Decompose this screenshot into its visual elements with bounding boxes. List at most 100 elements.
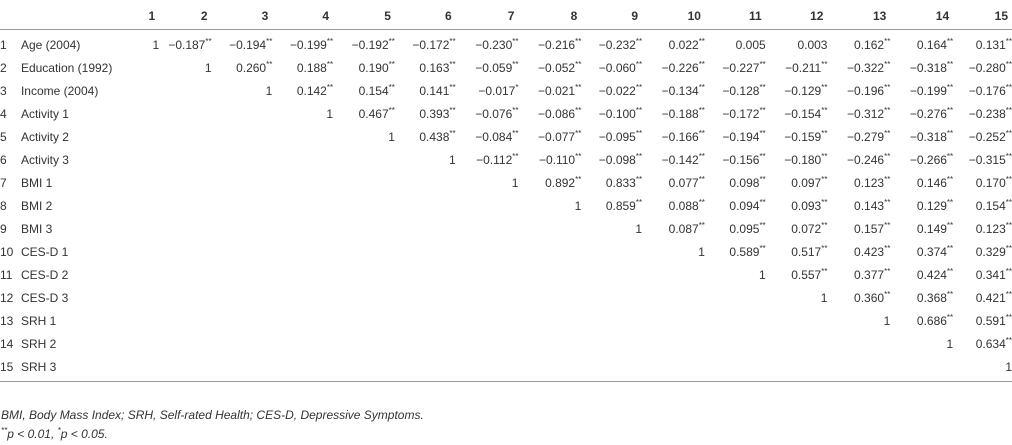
significance-marker: **	[635, 152, 643, 161]
significance-marker: **	[1005, 244, 1012, 253]
column-header: 11	[704, 3, 766, 30]
table-row: 11 CES-D 2 1 0.557** 0.377** 0.424** 0.341**	[0, 264, 1012, 287]
correlation-cell: −0.252**	[968, 129, 1012, 145]
significance-marker: **	[1005, 129, 1012, 138]
correlation-cell: 0.163**	[419, 60, 456, 76]
significance-marker: **	[884, 175, 891, 184]
correlation-cell: 1	[635, 222, 643, 236]
correlation-cell: 1	[698, 245, 705, 259]
correlation-cell: −0.156**	[722, 152, 766, 168]
correlation-cell	[518, 333, 581, 356]
row-label: BMI 2	[20, 199, 53, 213]
correlation-cell	[212, 310, 273, 333]
correlation-cell	[642, 310, 705, 333]
correlation-table: 1 2 3 4 5 6 7 8 9 10 11 12 13 14 15 1 Age (2004) 1 −0.187…	[0, 3, 1012, 382]
correlation-cell	[159, 103, 211, 126]
row-label: Education (1992)	[20, 61, 113, 75]
correlation-cell: −0.022**	[598, 83, 643, 99]
significance-marker: **	[575, 37, 582, 46]
significance-marker: **	[1005, 198, 1012, 207]
correlation-cell: −0.098**	[598, 152, 643, 168]
significance-marker: **	[698, 60, 705, 69]
correlation-cell: 0.360**	[854, 290, 891, 306]
significance-marker: **	[326, 83, 334, 92]
correlation-cell: −0.266**	[909, 152, 954, 168]
significance-marker: **	[946, 290, 954, 299]
significance-marker: **	[326, 37, 334, 46]
correlation-cell: 1	[946, 337, 954, 351]
correlation-cell	[642, 333, 705, 356]
correlation-cell: −0.194**	[229, 37, 273, 53]
correlation-cell: 0.157**	[854, 221, 891, 237]
correlation-cell: 0.589**	[729, 244, 766, 260]
correlation-cell	[211, 356, 273, 382]
correlation-cell: −0.187**	[168, 37, 212, 53]
correlation-cell	[581, 310, 642, 333]
column-header: 15	[953, 3, 1012, 30]
correlation-cell: 0.003	[797, 38, 828, 52]
correlation-cell	[212, 172, 273, 195]
correlation-cell: 0.591**	[975, 313, 1012, 329]
row-label: Activity 1	[20, 107, 69, 121]
significance-marker: **	[512, 106, 519, 115]
correlation-cell: 0.123**	[975, 221, 1012, 237]
abbreviation-note: BMI, Body Mass Index; SRH, Self-rated He…	[1, 408, 424, 422]
correlation-cell: 0.190**	[358, 60, 395, 76]
significance-marker: **	[512, 37, 519, 46]
correlation-cell	[159, 287, 211, 310]
row-label: BMI 1	[20, 176, 53, 190]
correlation-cell: 0.131**	[975, 37, 1012, 53]
row-label: CES-D 1	[20, 245, 69, 259]
significance-marker: **	[946, 244, 954, 253]
correlation-cell	[212, 195, 273, 218]
correlation-cell	[395, 333, 456, 356]
correlation-cell	[136, 149, 159, 172]
correlation-cell	[395, 241, 456, 264]
correlation-cell: 0.095**	[729, 221, 766, 237]
correlation-cell	[212, 264, 273, 287]
correlation-cell	[159, 241, 211, 264]
correlation-cell	[212, 218, 273, 241]
correlation-cell	[642, 356, 705, 382]
correlation-cell: 1	[953, 356, 1012, 382]
correlation-cell: 0.087**	[668, 221, 705, 237]
significance-marker: **	[759, 60, 766, 69]
table-row: 12 CES-D 3 1 0.360** 0.368** 0.421**	[0, 287, 1012, 310]
correlation-cell	[136, 264, 159, 287]
correlation-cell	[518, 356, 582, 382]
table-row: 6 Activity 3 1 −0.112** −0.110** −0.098** −0.1…	[0, 149, 1012, 172]
significance-marker: **	[1005, 336, 1012, 345]
correlation-cell: −0.280**	[968, 60, 1012, 76]
correlation-cell	[395, 218, 456, 241]
significance-marker: **	[698, 175, 705, 184]
table-row: 2 Education (1992) 1 0.260** 0.188** 0.190** 0…	[0, 57, 1012, 80]
row-number: 9	[0, 222, 7, 236]
header-spacer	[0, 3, 21, 30]
row-number: 6	[0, 153, 7, 167]
correlation-cell	[395, 172, 456, 195]
row-number: 11	[0, 268, 13, 282]
correlation-cell	[136, 333, 159, 356]
correlation-cell: −0.142**	[661, 152, 705, 168]
significance-marker: **	[946, 152, 954, 161]
correlation-cell	[333, 241, 395, 264]
row-label: BMI 3	[20, 222, 53, 236]
correlation-cell: −0.188**	[661, 106, 705, 122]
correlation-cell	[212, 126, 273, 149]
correlation-cell: 0.424**	[916, 267, 954, 283]
correlation-cell: 0.260**	[236, 60, 273, 76]
significance-marker: **	[205, 37, 212, 46]
significance-marker: **	[759, 129, 766, 138]
correlation-cell	[333, 172, 395, 195]
column-header: 6	[394, 3, 456, 30]
correlation-cell: 0.129**	[916, 198, 954, 214]
significance-marker: **	[821, 60, 828, 69]
correlation-cell	[272, 310, 333, 333]
significance-marker: **	[884, 106, 891, 115]
table-row: 14 SRH 2 1 0.634**	[0, 333, 1012, 356]
correlation-cell	[136, 103, 159, 126]
correlation-cell: 0.377**	[854, 267, 891, 283]
significance-marker: **	[449, 129, 456, 138]
significance-marker: **	[635, 37, 643, 46]
significance-marker: **	[326, 60, 334, 69]
